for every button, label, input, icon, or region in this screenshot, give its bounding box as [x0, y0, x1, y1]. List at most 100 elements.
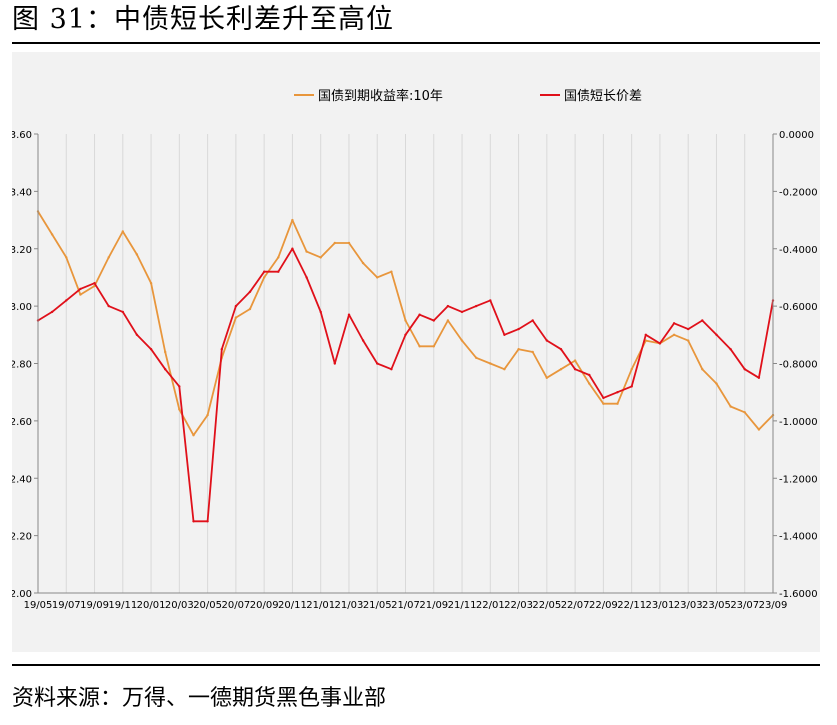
left-tick-label: 3.20 [12, 245, 32, 256]
data-point [460, 310, 464, 314]
right-tick-label: -0.2000 [779, 187, 818, 198]
data-point [588, 382, 591, 385]
data-point [545, 376, 548, 379]
data-point [743, 411, 746, 414]
data-point [178, 408, 181, 411]
right-tick-label: -1.4000 [779, 532, 818, 543]
data-point [630, 368, 633, 371]
data-point [347, 313, 351, 316]
data-point [588, 373, 591, 377]
x-tick-label: 20/07 [221, 600, 250, 611]
data-point [291, 247, 294, 250]
data-point [277, 270, 280, 273]
data-point [757, 376, 761, 379]
data-point [347, 241, 351, 245]
right-tick-label: -1.2000 [779, 474, 818, 485]
data-point [178, 385, 181, 388]
data-point [121, 310, 125, 314]
data-point [79, 293, 82, 296]
data-point [616, 391, 619, 394]
data-point [404, 319, 407, 322]
x-tick-label: 21/09 [419, 600, 448, 611]
data-point [475, 356, 478, 359]
data-point [135, 253, 139, 256]
x-tick-label: 21/05 [363, 600, 392, 611]
x-tick-label: 19/09 [80, 600, 109, 611]
x-tick-label: 21/03 [335, 600, 364, 611]
x-tick-label: 23/03 [674, 600, 703, 611]
data-point [757, 428, 761, 431]
data-point [446, 319, 450, 322]
data-point [263, 276, 266, 279]
data-point [503, 333, 506, 336]
data-point [361, 339, 365, 342]
data-point [192, 434, 195, 437]
data-point [602, 396, 605, 400]
data-point [517, 327, 520, 331]
data-point [517, 348, 520, 351]
legend: 国债到期收益率:10年 国债短长价差 [294, 88, 642, 104]
left-tick-label: 2.20 [12, 532, 32, 543]
source-rule [12, 664, 820, 666]
data-point [192, 520, 195, 523]
data-point [715, 333, 718, 336]
data-point [277, 256, 280, 259]
data-point [107, 304, 110, 308]
x-tick-label: 19/07 [52, 600, 81, 611]
x-tick-label: 22/05 [532, 600, 561, 611]
data-point [305, 276, 308, 279]
x-tick-label: 23/09 [759, 600, 788, 611]
data-point [573, 359, 577, 362]
x-tick-label: 19/11 [108, 600, 137, 611]
data-point [107, 256, 110, 259]
data-point [573, 368, 577, 371]
data-point [50, 233, 54, 236]
data-point [687, 339, 690, 342]
chart: 19/05 19/07 19/09 19/11 20/01 20/03 20/05 20/07… [12, 88, 818, 611]
data-point [446, 304, 450, 308]
right-tick-label: -0.4000 [779, 245, 818, 256]
data-point [559, 348, 563, 351]
x-tick-label: 20/01 [137, 600, 166, 611]
data-point [93, 282, 96, 285]
x-tick-label: 20/11 [278, 600, 307, 611]
data-point [376, 276, 379, 279]
data-point [234, 316, 238, 319]
data-point [333, 241, 336, 245]
right-tick-label: -0.8000 [779, 360, 818, 371]
data-point [658, 342, 662, 345]
data-point [432, 345, 435, 348]
data-point [489, 362, 492, 365]
data-point [390, 368, 393, 371]
chart-panel: 19/05 19/07 19/09 19/11 20/01 20/03 20/05 20/07… [12, 52, 820, 652]
data-point [390, 270, 393, 273]
x-tick-label: 22/03 [504, 600, 533, 611]
data-point [220, 348, 223, 351]
right-tick-label: -1.0000 [779, 417, 818, 428]
left-tick-label: 2.60 [12, 417, 32, 428]
data-point [79, 287, 82, 291]
data-point [701, 319, 704, 322]
data-point [305, 250, 308, 253]
source-note: 资料来源：万得、一德期货黑色事业部 [12, 686, 387, 711]
x-tick-label: 22/01 [476, 600, 505, 611]
axes: 19/05 19/07 19/09 19/11 20/01 20/03 20/05 20/07… [12, 130, 818, 611]
x-tick-label: 20/05 [193, 600, 222, 611]
x-tick-label: 22/07 [561, 600, 590, 611]
data-point [559, 368, 563, 371]
data-point [361, 261, 365, 265]
right-tick-label: -1.6000 [779, 589, 818, 600]
data-point [743, 368, 746, 371]
grid [37, 134, 774, 593]
left-tick-label: 2.80 [12, 360, 32, 371]
left-tick-label: 2.00 [12, 589, 32, 600]
data-point [291, 218, 294, 222]
data-point [50, 310, 54, 314]
data-point [319, 256, 322, 259]
data-point [729, 405, 732, 408]
data-point [164, 368, 167, 371]
data-point [164, 350, 167, 354]
left-tick-label: 3.40 [12, 187, 32, 198]
data-point [418, 313, 421, 316]
series-lines [36, 210, 775, 523]
